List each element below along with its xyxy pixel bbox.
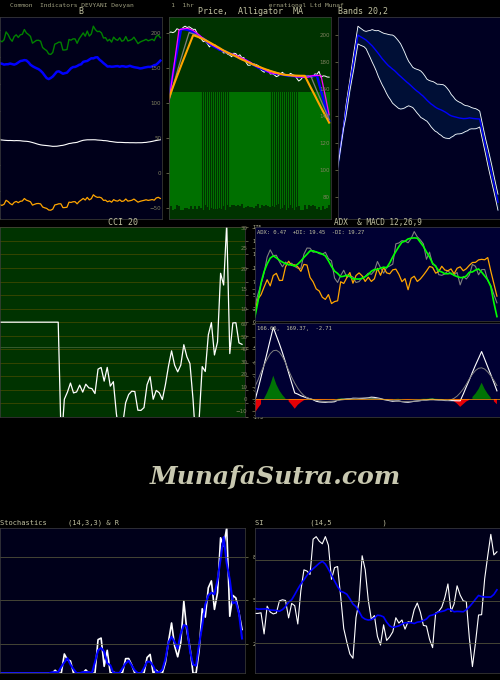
- Bar: [237, 92, 238, 205]
- Bar: [328, 92, 330, 205]
- Bar: [298, 92, 300, 206]
- Bar: [284, 92, 286, 205]
- Title: CCI 20: CCI 20: [108, 218, 138, 226]
- Bar: [316, 92, 318, 209]
- Bar: [214, 92, 216, 209]
- Bar: [227, 92, 228, 205]
- Bar: [266, 92, 267, 205]
- Bar: [233, 92, 234, 205]
- Text: MunafaSutra.com: MunafaSutra.com: [150, 465, 400, 489]
- Text: Bands 20,2: Bands 20,2: [338, 7, 388, 16]
- Bar: [253, 92, 255, 207]
- Bar: [200, 92, 202, 208]
- Bar: [202, 92, 204, 210]
- Title: ADX  & MACD 12,26,9: ADX & MACD 12,26,9: [334, 218, 422, 226]
- Bar: [243, 92, 244, 208]
- Bar: [262, 92, 263, 205]
- Bar: [278, 92, 279, 205]
- Bar: [176, 92, 178, 205]
- Bar: [188, 92, 190, 209]
- Text: ADX: 0.47  +DI: 19.45  -DI: 19.27: ADX: 0.47 +DI: 19.45 -DI: 19.27: [258, 230, 364, 235]
- Bar: [196, 92, 198, 209]
- Bar: [170, 92, 172, 206]
- Bar: [310, 92, 312, 206]
- Bar: [178, 92, 180, 206]
- Bar: [251, 92, 253, 207]
- Bar: [318, 92, 320, 207]
- Bar: [212, 92, 214, 209]
- Bar: [288, 92, 290, 208]
- Bar: [256, 92, 257, 207]
- Bar: [304, 92, 306, 205]
- Bar: [270, 92, 271, 207]
- Bar: [302, 92, 304, 210]
- Bar: [241, 92, 242, 204]
- Bar: [322, 92, 324, 207]
- Bar: [247, 92, 249, 206]
- Bar: [186, 92, 188, 208]
- Bar: [276, 92, 277, 205]
- Bar: [312, 92, 314, 205]
- Text: SI           (14,5            ): SI (14,5 ): [255, 520, 386, 526]
- Bar: [174, 92, 176, 209]
- Bar: [192, 92, 194, 209]
- Bar: [239, 92, 240, 205]
- Bar: [229, 92, 230, 207]
- Bar: [180, 92, 182, 210]
- Bar: [216, 92, 218, 209]
- Bar: [206, 92, 208, 207]
- Bar: [260, 92, 261, 208]
- Bar: [258, 92, 259, 205]
- Bar: [320, 92, 322, 210]
- Bar: [296, 92, 298, 207]
- Title: B: B: [78, 7, 84, 16]
- Bar: [223, 92, 224, 206]
- Bar: [326, 92, 328, 207]
- Bar: [219, 92, 220, 208]
- Bar: [280, 92, 281, 209]
- Bar: [249, 92, 251, 207]
- Bar: [294, 92, 296, 210]
- Bar: [324, 92, 326, 209]
- Bar: [204, 92, 206, 205]
- Bar: [292, 92, 294, 208]
- Bar: [190, 92, 192, 206]
- Bar: [245, 92, 247, 207]
- Bar: [210, 92, 212, 208]
- Bar: [182, 92, 184, 210]
- Bar: [172, 92, 174, 210]
- Bar: [231, 92, 232, 205]
- Bar: [272, 92, 273, 206]
- Bar: [235, 92, 236, 207]
- Text: 166.66,  169.37,  -2.71: 166.66, 169.37, -2.71: [258, 326, 332, 331]
- Bar: [198, 92, 200, 205]
- Bar: [290, 92, 292, 205]
- Bar: [208, 92, 210, 209]
- Bar: [308, 92, 310, 205]
- Bar: [221, 92, 222, 209]
- Bar: [306, 92, 308, 209]
- Bar: [168, 92, 170, 208]
- Bar: [282, 92, 284, 208]
- Title: Price,  Alligator  MA: Price, Alligator MA: [198, 7, 302, 16]
- Bar: [314, 92, 316, 206]
- Bar: [225, 92, 226, 210]
- Text: Stochastics     (14,3,3) & R: Stochastics (14,3,3) & R: [0, 520, 119, 526]
- Bar: [184, 92, 186, 208]
- Bar: [194, 92, 196, 205]
- Bar: [268, 92, 269, 205]
- Text: Common  Indicators DEVYANI Devyan          1  1hr                    ernational : Common Indicators DEVYANI Devyan 1 1hr e…: [10, 3, 344, 8]
- Bar: [274, 92, 275, 207]
- Bar: [264, 92, 265, 206]
- Bar: [286, 92, 288, 210]
- Bar: [300, 92, 302, 209]
